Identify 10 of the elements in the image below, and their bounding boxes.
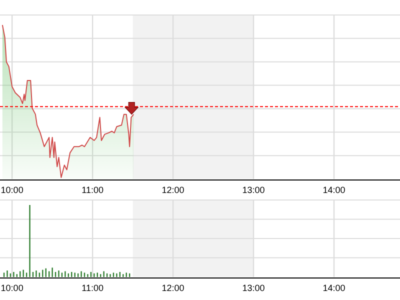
- x-tick-label: 11:00: [82, 283, 104, 293]
- x-tick-label: 12:00: [162, 185, 184, 195]
- x-tick-label: 10:00: [0, 283, 24, 293]
- x-tick-label: 11:00: [82, 185, 104, 195]
- x-tick-label: 13:00: [242, 185, 265, 195]
- x-tick-label: 14:00: [322, 185, 346, 195]
- x-tick-label: 13:00: [242, 283, 265, 293]
- x-tick-label: 14:00: [322, 283, 346, 293]
- x-tick-label: 12:00: [162, 283, 184, 293]
- x-tick-label: 10:00: [0, 185, 24, 195]
